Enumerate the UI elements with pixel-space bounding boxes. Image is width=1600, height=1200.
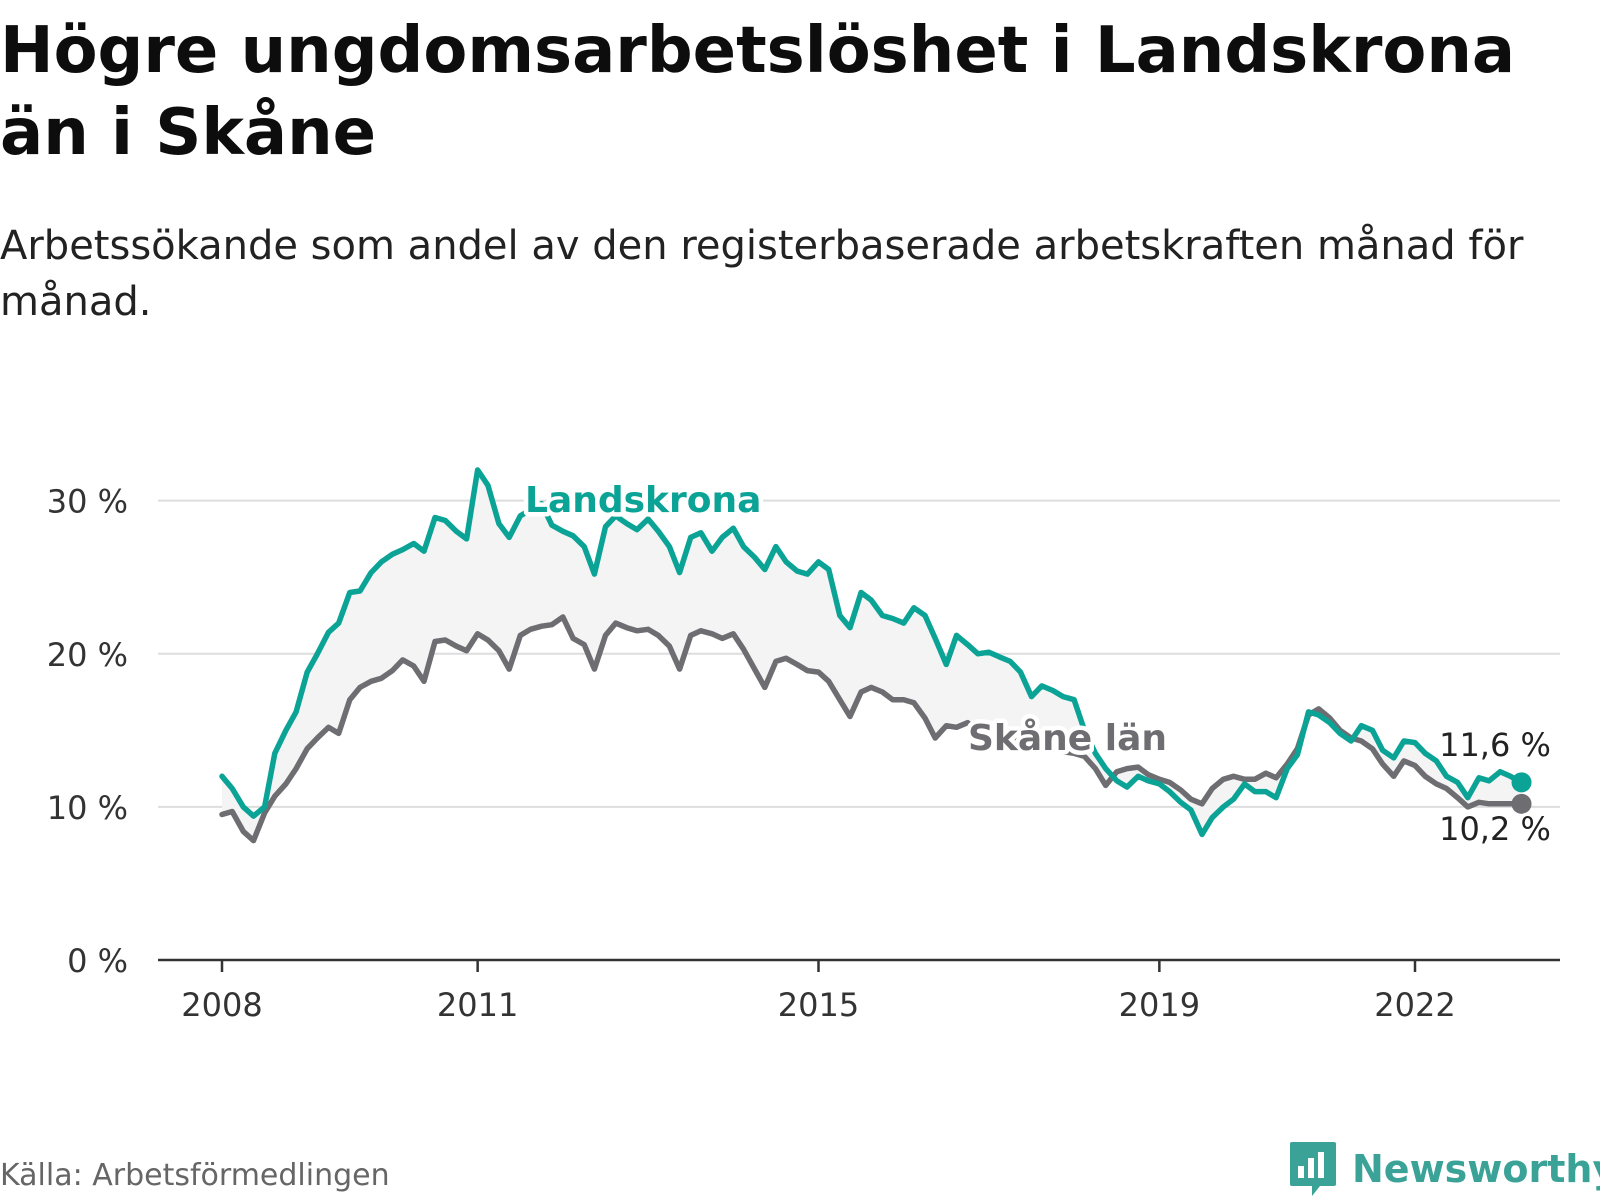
series-line-landskrona [219,467,1525,838]
end-value-skane-halo: 10,2 % [1439,810,1551,848]
end-value-landskrona: 11,6 % [1439,726,1551,764]
y-tick-label-10: 10 % [47,789,128,827]
brand-name: Newsworthy [1352,1147,1600,1191]
end-value-skane: 10,2 % [1439,810,1551,848]
series-label-landskrona-halo: Landskrona [525,480,761,521]
gap-band [222,470,1522,841]
axes [158,958,1560,972]
endpoint-landskrona [1511,772,1532,793]
series-label-skane-halo: Skåne län [968,718,1167,759]
series-gap-area [222,470,1522,841]
series-lines [219,467,1532,844]
brand-logo: Newsworthy [1288,1140,1600,1198]
x-tick-label-2019: 2019 [1119,986,1200,1024]
end-value-landskrona-halo: 11,6 % [1439,726,1551,764]
series-label-skane: Skåne län [968,718,1167,759]
newsworthy-logo-icon [1290,1142,1336,1196]
chart-title: Högre ungdomsarbetslöshet i Landskrona ä… [0,14,1516,170]
chart-subtitle: Arbetssökande som andel av den registerb… [0,223,1524,325]
series-label-landskrona: Landskrona [525,480,761,521]
labels: 0 % 10 % 20 % 30 % 2008 2011 2015 2019 2022 Lands… [47,476,1555,1025]
x-tick-label-2015: 2015 [778,986,859,1024]
source-note: Källa: Arbetsförmedlingen [0,1158,390,1193]
x-tick-label-2011: 2011 [437,986,518,1024]
x-tick-label-2022: 2022 [1374,986,1455,1024]
y-tick-label-30: 30 % [47,483,128,521]
y-tick-label-0: 0 % [67,942,128,980]
x-tick-label-2008: 2008 [181,986,262,1024]
y-tick-label-20: 20 % [47,636,128,674]
endpoint-skane [1511,793,1532,814]
